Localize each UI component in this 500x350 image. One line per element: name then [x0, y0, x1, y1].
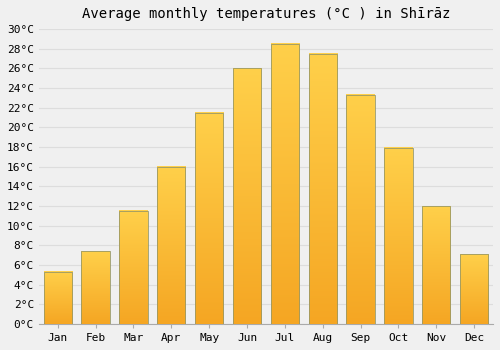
Bar [233, 68, 261, 324]
Title: Average monthly temperatures (°C ) in Shīrāz: Average monthly temperatures (°C ) in Sh… [82, 7, 450, 21]
Bar [422, 206, 450, 324]
Bar [384, 148, 412, 324]
Bar [44, 272, 72, 324]
Bar [308, 54, 337, 324]
Bar [346, 95, 375, 324]
Bar [460, 254, 488, 324]
Bar [195, 113, 224, 324]
Bar [82, 251, 110, 324]
Bar [270, 44, 299, 324]
Bar [119, 211, 148, 324]
Bar [157, 167, 186, 324]
